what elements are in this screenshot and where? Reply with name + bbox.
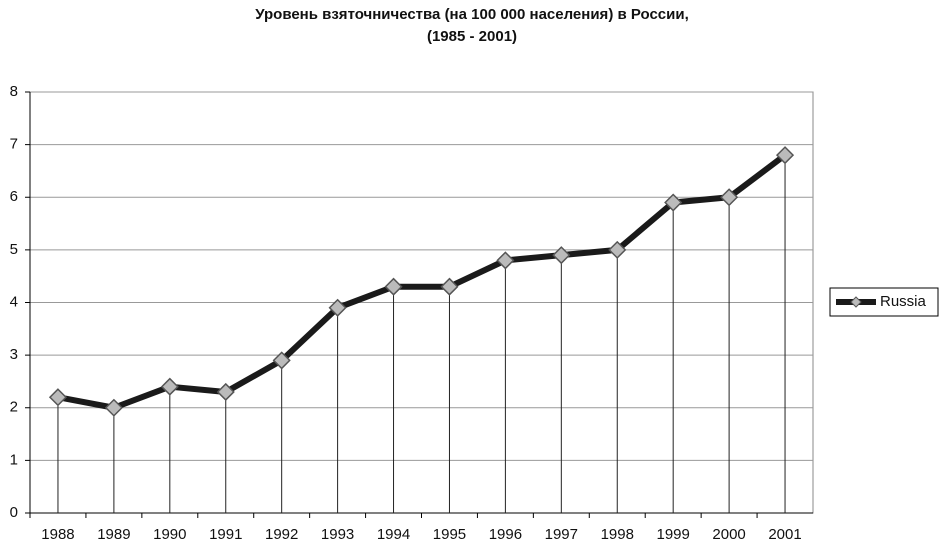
y-tick-label: 7 (10, 136, 18, 153)
y-tick-label: 1 (10, 451, 18, 468)
series-line (57, 152, 787, 411)
point-marker (775, 146, 795, 165)
x-tick-label: 2000 (712, 526, 745, 543)
point-marker (384, 277, 403, 296)
point-marker (160, 377, 179, 396)
x-tick-label: 1990 (153, 526, 186, 543)
point-marker (48, 388, 68, 407)
x-tick-label: 1995 (433, 526, 466, 543)
y-tick-label: 5 (10, 241, 18, 258)
y-tick-label: 0 (10, 504, 18, 521)
point-marker (608, 240, 627, 259)
legend-marker (850, 296, 862, 308)
point-marker (440, 277, 459, 296)
x-tick-label: 1998 (601, 526, 634, 543)
point-marker (104, 398, 123, 417)
point-marker (328, 298, 347, 317)
x-tick-label: 1991 (209, 526, 242, 543)
y-tick-label: 2 (10, 399, 18, 416)
x-tick-label: 1996 (489, 526, 522, 543)
x-tick-label: 1993 (321, 526, 354, 543)
x-tick-label: 1997 (545, 526, 578, 543)
x-tick-label: 1999 (656, 526, 689, 543)
x-tick-label: 1994 (377, 526, 410, 543)
y-tick-label: 8 (10, 83, 18, 100)
point-marker (272, 351, 291, 370)
point-marker (664, 193, 683, 212)
x-tick-label: 1988 (41, 526, 74, 543)
y-tick-label: 4 (10, 293, 18, 310)
x-tick-label: 1992 (265, 526, 298, 543)
point-marker (720, 188, 739, 207)
point-marker (496, 251, 515, 270)
x-tick-label: 1989 (97, 526, 130, 543)
legend-label: Russia (880, 293, 927, 310)
chart-title: Уровень взяточничества (на 100 000 насел… (255, 6, 689, 23)
y-tick-label: 3 (10, 346, 18, 363)
chart-subtitle: (1985 - 2001) (427, 28, 517, 45)
x-tick-label: 2001 (768, 526, 801, 543)
y-tick-label: 6 (10, 188, 18, 205)
point-marker (552, 246, 571, 265)
point-marker (216, 382, 235, 402)
